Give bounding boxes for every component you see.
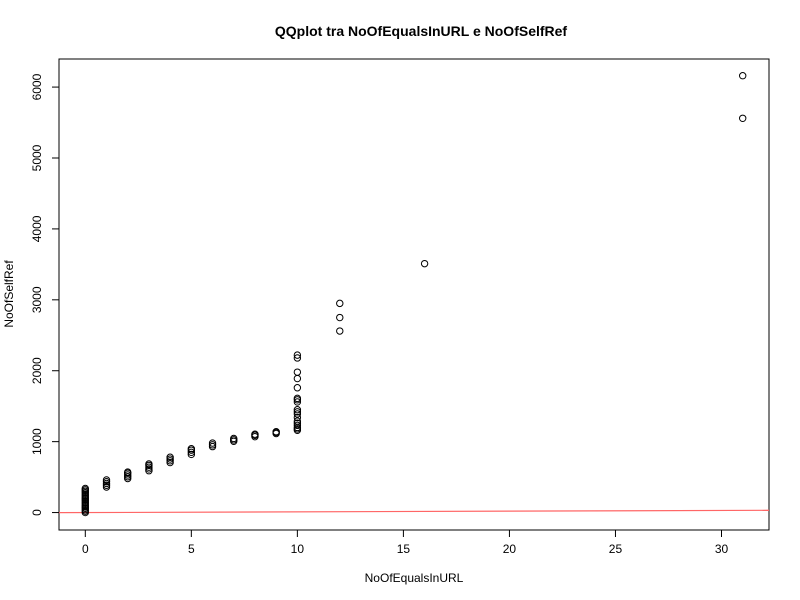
data-point — [81, 484, 89, 493]
reference-line — [58, 509, 770, 514]
y-axis-label: NoOfSelfRef — [2, 260, 16, 328]
x-tick-label: 20 — [503, 542, 517, 556]
data-point — [293, 394, 302, 403]
data-point — [293, 368, 302, 376]
data-point — [336, 299, 344, 308]
data-point — [739, 72, 747, 80]
data-point — [336, 327, 344, 335]
data-point — [102, 476, 111, 484]
data-point — [293, 410, 302, 418]
data-point — [166, 453, 174, 461]
data-point — [336, 313, 344, 322]
data-point — [293, 408, 302, 416]
data-point — [293, 421, 302, 430]
data-point — [272, 428, 280, 436]
data-point — [293, 413, 302, 422]
chart-title: QQplot tra NoOfEqualsInURL e NoOfSelfRef — [275, 23, 568, 39]
data-point — [420, 259, 429, 268]
y-tick-label: 3000 — [30, 286, 44, 313]
y-tick-label: 0 — [30, 509, 44, 516]
x-tick-label: 25 — [609, 542, 623, 556]
data-point — [293, 374, 302, 383]
data-point — [293, 384, 302, 392]
data-point — [293, 351, 302, 359]
data-point — [251, 430, 259, 438]
y-tick-label: 6000 — [30, 73, 44, 100]
data-point — [293, 398, 302, 406]
data-point — [187, 448, 196, 456]
y-tick-label: 1000 — [30, 428, 44, 455]
x-tick-label: 0 — [82, 542, 89, 556]
data-points — [81, 72, 747, 517]
y-tick-label: 5000 — [30, 144, 44, 171]
x-axis: 0 5 10 15 20 25 30 — [82, 529, 729, 556]
data-point — [293, 354, 302, 362]
y-axis: 0 1000 2000 3000 4000 5000 6000 — [30, 73, 60, 516]
plot-frame — [58, 58, 770, 531]
data-point — [187, 445, 196, 453]
data-point — [208, 439, 217, 447]
x-tick-label: 15 — [397, 542, 411, 556]
data-point — [187, 450, 196, 459]
data-point — [145, 460, 153, 468]
data-point — [293, 406, 302, 414]
x-axis-label: NoOfEqualsInURL — [365, 571, 464, 585]
y-tick-label: 2000 — [30, 357, 44, 384]
y-tick-label: 4000 — [30, 215, 44, 242]
x-tick-label: 10 — [291, 542, 305, 556]
qq-reference-line — [58, 509, 770, 514]
data-point — [293, 419, 302, 427]
data-point — [124, 468, 132, 476]
data-point — [293, 417, 302, 425]
data-point — [230, 434, 238, 443]
x-tick-label: 5 — [188, 542, 195, 556]
x-tick-label: 30 — [715, 542, 729, 556]
data-point — [739, 114, 747, 122]
